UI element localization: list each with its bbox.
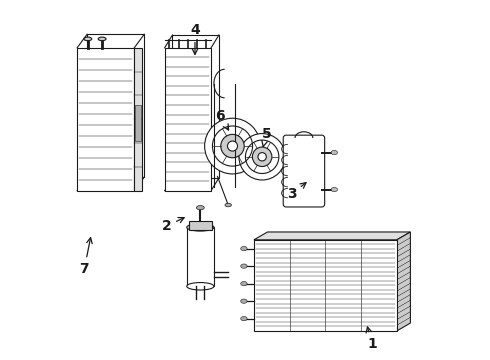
- Polygon shape: [165, 48, 211, 191]
- Bar: [187, 227, 214, 286]
- Circle shape: [258, 153, 267, 161]
- Text: 1: 1: [366, 327, 377, 351]
- Text: 2: 2: [162, 217, 184, 233]
- Bar: [189, 221, 212, 230]
- Ellipse shape: [225, 203, 231, 207]
- Ellipse shape: [196, 206, 204, 210]
- Circle shape: [221, 134, 244, 158]
- Polygon shape: [254, 232, 411, 240]
- Text: 3: 3: [287, 183, 306, 201]
- Ellipse shape: [187, 283, 214, 290]
- Ellipse shape: [84, 37, 92, 41]
- Text: 6: 6: [215, 109, 228, 130]
- Ellipse shape: [98, 37, 106, 41]
- Circle shape: [252, 147, 272, 167]
- Bar: [135, 105, 141, 141]
- Polygon shape: [397, 232, 411, 331]
- Text: 5: 5: [262, 127, 271, 147]
- Polygon shape: [77, 48, 134, 191]
- FancyBboxPatch shape: [283, 135, 325, 207]
- Circle shape: [227, 141, 238, 151]
- Ellipse shape: [241, 264, 247, 268]
- Ellipse shape: [187, 224, 214, 231]
- Ellipse shape: [241, 282, 247, 286]
- Ellipse shape: [241, 247, 247, 251]
- Circle shape: [205, 118, 260, 174]
- Text: 4: 4: [190, 23, 200, 54]
- Polygon shape: [134, 48, 142, 191]
- Ellipse shape: [331, 150, 338, 155]
- Ellipse shape: [241, 316, 247, 321]
- Ellipse shape: [241, 299, 247, 303]
- Ellipse shape: [331, 188, 338, 192]
- Polygon shape: [254, 240, 397, 331]
- Circle shape: [239, 134, 285, 180]
- Text: 7: 7: [79, 238, 92, 276]
